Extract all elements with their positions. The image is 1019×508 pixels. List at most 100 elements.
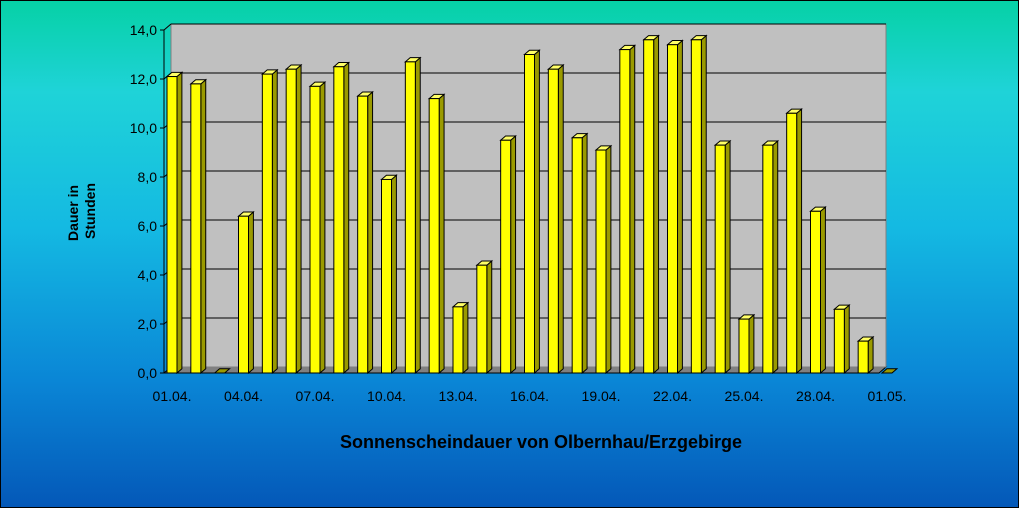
bar-side xyxy=(248,210,254,375)
bar-front xyxy=(428,98,440,374)
bar xyxy=(856,335,875,375)
bar xyxy=(523,49,541,375)
bar-top xyxy=(880,368,899,374)
bar-side xyxy=(605,144,612,375)
bar-front xyxy=(238,215,249,374)
bar-front xyxy=(452,306,464,374)
bar-front xyxy=(404,61,416,374)
bar-side xyxy=(700,34,707,375)
bar-front xyxy=(810,210,821,374)
bar-side xyxy=(867,335,874,375)
x-tick-label: 13.04. xyxy=(439,388,478,404)
bar xyxy=(666,39,684,375)
bar xyxy=(308,81,327,375)
bar xyxy=(427,93,446,375)
bar xyxy=(451,301,470,375)
bar-front xyxy=(381,178,392,374)
bar-side xyxy=(653,34,660,375)
bar xyxy=(546,63,565,375)
x-tick-label: 04.04. xyxy=(224,388,263,404)
bar-side xyxy=(748,313,755,375)
bar-front xyxy=(333,66,345,374)
bar xyxy=(165,71,184,375)
bar-side xyxy=(176,71,183,375)
bar-front xyxy=(500,139,512,374)
y-tick-label: 0,0 xyxy=(138,365,158,381)
x-tick-label: 25.04. xyxy=(725,388,764,404)
bar-front xyxy=(714,144,726,374)
bar-front xyxy=(476,264,488,374)
bar xyxy=(284,63,303,375)
bar-side xyxy=(319,81,326,375)
bar xyxy=(832,304,851,375)
bar xyxy=(880,368,899,374)
bar xyxy=(570,132,589,375)
bar-side xyxy=(534,49,540,375)
bar-side xyxy=(462,301,469,375)
y-tick-label: 10,0 xyxy=(130,120,157,136)
bar-front xyxy=(190,83,202,374)
bar xyxy=(594,144,613,375)
bar-front xyxy=(571,137,583,374)
bar xyxy=(809,206,827,375)
y-axis-title-line-2: Stunden xyxy=(82,183,98,239)
bar-front xyxy=(166,76,178,374)
bar-side xyxy=(414,56,421,375)
bar-front xyxy=(786,112,798,374)
bar-front xyxy=(857,340,869,374)
bar xyxy=(260,68,279,375)
x-tick-label: 10.04. xyxy=(367,388,406,404)
bar-side xyxy=(271,68,278,375)
bar xyxy=(737,313,756,375)
bar xyxy=(403,56,422,375)
bar xyxy=(356,90,374,375)
y-axis-title-line-1: Dauer in xyxy=(65,185,81,241)
bar-front xyxy=(738,318,750,374)
bar-side xyxy=(772,139,779,375)
y-tick-label: 8,0 xyxy=(138,169,158,185)
y-tick-label: 14,0 xyxy=(130,22,157,38)
x-tick-label: 07.04. xyxy=(296,388,335,404)
gridline-diagonal xyxy=(163,23,172,31)
bar-side xyxy=(629,44,636,375)
bar-front xyxy=(595,149,607,374)
bar-side xyxy=(724,139,731,375)
bar-side xyxy=(677,39,683,375)
chart-title: Sonnenscheindauer von Olbernhau/Erzgebir… xyxy=(340,432,742,452)
bar-front xyxy=(833,308,845,374)
bar-side xyxy=(391,174,397,375)
bar-side xyxy=(367,90,374,375)
bar xyxy=(380,174,398,375)
bar-front xyxy=(285,68,297,374)
bar-front xyxy=(643,39,655,374)
bar xyxy=(475,259,494,375)
y-tick-label: 4,0 xyxy=(138,267,158,283)
x-tick-label: 22.04. xyxy=(653,388,692,404)
bar xyxy=(499,134,517,375)
bar-front xyxy=(762,144,774,374)
bar-side xyxy=(510,134,517,375)
bar-front xyxy=(619,49,631,374)
bar-side xyxy=(438,93,445,375)
y-tick-label: 6,0 xyxy=(138,218,158,234)
y-tick-label: 12,0 xyxy=(130,71,157,87)
bar-front xyxy=(524,54,535,374)
bar-side xyxy=(486,259,493,375)
bar-front xyxy=(261,73,273,374)
bar-side xyxy=(843,304,850,375)
bar-side xyxy=(581,132,588,375)
x-tick-label: 19.04. xyxy=(582,388,621,404)
x-tick-label: 01.04. xyxy=(153,388,192,404)
x-tick-label: 28.04. xyxy=(796,388,835,404)
y-tick-label: 2,0 xyxy=(138,316,158,332)
bar xyxy=(642,34,660,375)
bar-side xyxy=(557,63,564,375)
bar xyxy=(332,61,351,375)
x-tick-label: 16.04. xyxy=(510,388,549,404)
bar-side xyxy=(200,78,207,375)
bar xyxy=(189,78,208,375)
bar xyxy=(761,139,780,375)
bar-front xyxy=(309,85,321,374)
